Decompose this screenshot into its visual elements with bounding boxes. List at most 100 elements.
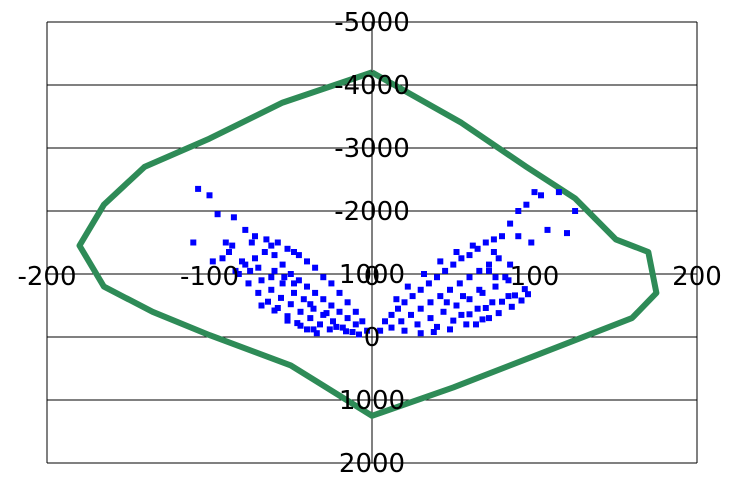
scatter-point	[538, 192, 544, 199]
scatter-point	[460, 293, 466, 300]
scatter-point	[382, 318, 388, 325]
scatter-point	[499, 233, 505, 240]
scatter-point	[291, 280, 297, 287]
scatter-point	[248, 239, 255, 246]
scatter-point	[531, 189, 538, 196]
scatter-point	[401, 327, 408, 334]
scatter-point	[486, 261, 492, 268]
scatter-point	[343, 328, 349, 335]
scatter-point	[450, 261, 457, 268]
scatter-point	[226, 249, 232, 255]
scatter-point	[333, 323, 340, 330]
scatter-point	[479, 316, 486, 323]
envelope-line	[76, 69, 660, 419]
scatter-point	[476, 286, 483, 293]
scatter-point	[281, 274, 288, 281]
scatter-point	[279, 261, 286, 268]
scatter-point	[473, 321, 479, 328]
y-tick-label: 1000	[339, 386, 405, 416]
scatter-point	[268, 274, 275, 281]
scatter-point	[364, 327, 371, 334]
scatter-point	[352, 308, 359, 315]
scatter-point	[453, 249, 460, 255]
scatter-point	[352, 321, 359, 328]
scatter-point	[395, 305, 401, 312]
scatter-point	[492, 274, 499, 281]
scatter-point	[442, 267, 449, 274]
scatter-point	[490, 236, 497, 243]
scatter-point	[437, 293, 444, 300]
scatter-point	[312, 264, 319, 271]
scatter-point	[409, 293, 416, 300]
y-tick-label: 1000	[339, 260, 405, 290]
scatter-point	[508, 303, 515, 310]
scatter-point	[463, 321, 470, 328]
scatter-point	[274, 305, 281, 311]
scatter-point	[295, 252, 302, 259]
scatter-point	[466, 296, 473, 303]
scatter-point	[284, 317, 291, 324]
scatter-point	[258, 302, 265, 309]
scatter-series	[190, 185, 579, 338]
scatter-point	[310, 305, 317, 312]
scatter-point	[404, 283, 411, 290]
scatter-point	[434, 274, 440, 281]
scatter-point	[408, 311, 414, 318]
scatter-point	[274, 239, 281, 246]
y-tick-label: 0	[364, 323, 381, 353]
scatter-point	[344, 299, 351, 306]
scatter-point	[479, 289, 486, 296]
scatter-point	[564, 230, 570, 237]
scatter-point	[304, 283, 310, 290]
y-tick-label: 2000	[339, 449, 405, 479]
scatter-point	[242, 226, 249, 233]
scatter-point	[219, 255, 226, 262]
scatter-point	[474, 245, 481, 252]
scatter-point	[336, 308, 343, 315]
scatter-point	[430, 329, 437, 335]
scatter-point	[417, 305, 424, 312]
scatter-point	[255, 264, 262, 271]
scatter-point	[312, 289, 319, 296]
scatter-point	[349, 329, 356, 335]
scatter-point	[525, 291, 531, 298]
scatter-point	[388, 324, 395, 331]
scatter-point	[417, 286, 424, 293]
scatter-point	[414, 321, 421, 328]
scatter-point	[456, 280, 463, 287]
x-tick-label: 200	[672, 262, 722, 292]
scatter-point	[528, 239, 535, 246]
scatter-point	[427, 315, 434, 322]
scatter-point	[239, 258, 245, 265]
scatter-point	[417, 330, 424, 337]
scatter-point	[242, 261, 249, 268]
scatter-point	[490, 249, 497, 255]
scatter-point	[434, 323, 440, 330]
scatter-point	[278, 294, 284, 301]
scatter-point	[458, 255, 465, 262]
axes	[46, 22, 698, 463]
y-tick-label: -2000	[334, 197, 410, 227]
scatter-point	[359, 318, 366, 325]
scatter-point	[279, 280, 286, 287]
scatter-point	[317, 321, 323, 328]
scatter-point	[287, 301, 294, 308]
scatter-point	[356, 331, 362, 338]
scatter-point	[443, 299, 450, 306]
scatter-point	[326, 326, 333, 333]
scatter-point	[291, 249, 297, 255]
scatter-point	[328, 302, 335, 309]
scatter-point	[320, 296, 327, 303]
scatter-point	[214, 211, 221, 218]
scatter-point	[284, 313, 291, 320]
scatter-point	[295, 277, 302, 284]
scatter-point	[263, 236, 270, 243]
scatter-point	[261, 249, 268, 255]
scatter-point	[268, 286, 275, 293]
scatter-point	[252, 255, 258, 262]
scatter-point	[505, 293, 512, 300]
scatter-point	[440, 308, 447, 315]
scatter-point	[450, 317, 457, 324]
scatter-point	[190, 239, 197, 246]
